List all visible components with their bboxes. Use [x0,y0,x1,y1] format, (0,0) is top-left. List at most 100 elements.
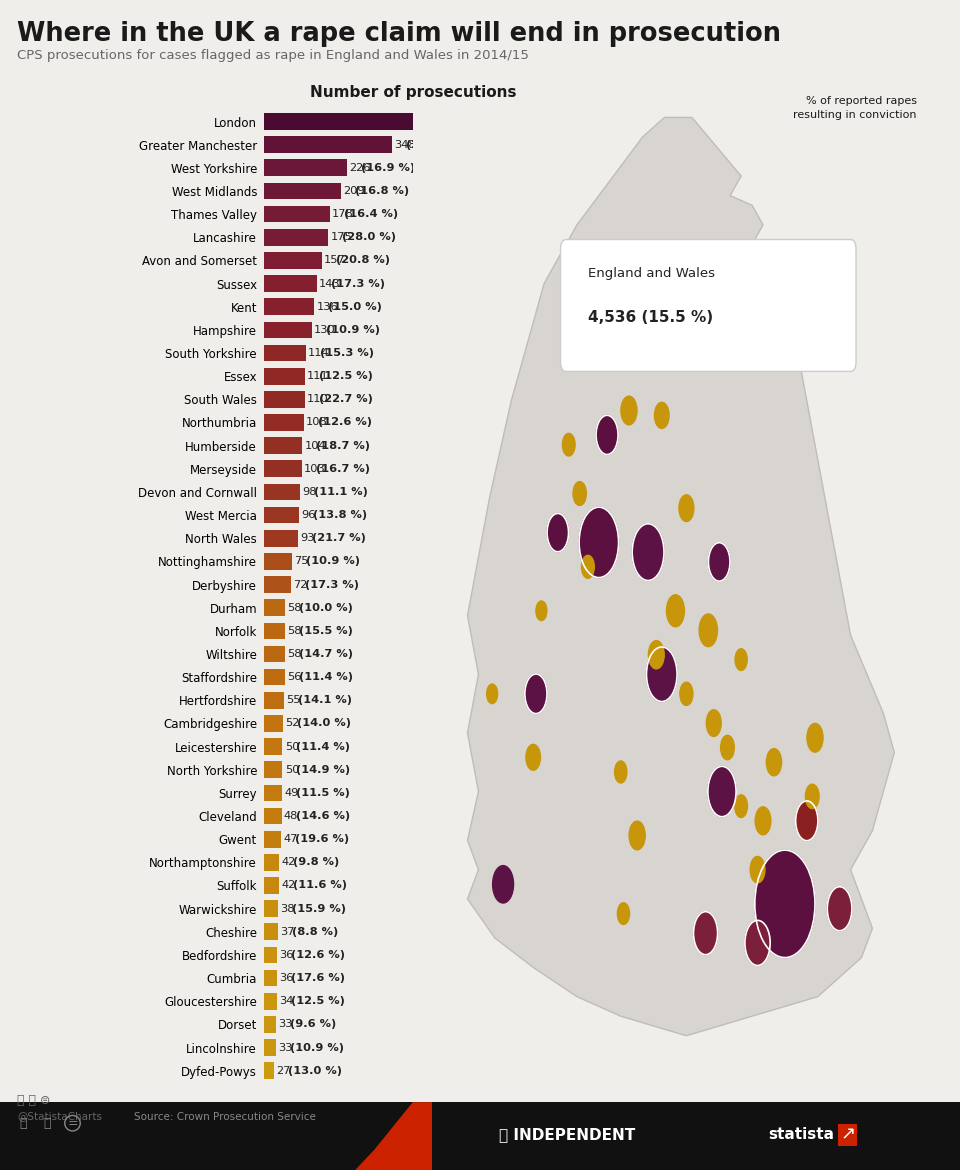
Circle shape [614,760,627,783]
Text: Ⓒ: Ⓒ [19,1116,27,1130]
Text: (13.8 %): (13.8 %) [313,510,368,521]
Circle shape [655,402,669,428]
Bar [264,599,285,617]
Circle shape [807,723,823,752]
Text: (8.8 %): (8.8 %) [292,927,338,937]
Text: (14.6 %): (14.6 %) [296,811,349,821]
Text: 42: 42 [281,858,296,867]
Text: (21.7 %): (21.7 %) [312,534,366,543]
Circle shape [679,495,694,522]
Text: 175: 175 [330,233,352,242]
Text: 50: 50 [284,742,300,751]
Text: 810: 810 [564,117,587,126]
Text: 48: 48 [284,811,299,821]
Text: 36: 36 [279,973,294,983]
Text: (12.6 %): (12.6 %) [291,950,346,959]
Text: 27: 27 [276,1066,291,1075]
Bar [264,530,299,546]
Circle shape [745,921,770,965]
Bar [264,854,279,870]
Text: 47: 47 [283,834,298,845]
Bar [264,947,277,963]
Text: statista: statista [768,1127,834,1142]
Bar [264,1016,276,1033]
Circle shape [563,433,575,456]
Circle shape [756,807,771,835]
Text: (17.3 %): (17.3 %) [304,579,358,590]
Text: (14.9 %): (14.9 %) [297,765,350,775]
Text: (9.6 %): (9.6 %) [290,1019,336,1030]
Bar [264,414,303,431]
Text: 42: 42 [281,881,296,890]
Bar [264,206,329,222]
Text: 130: 130 [314,325,336,335]
Text: Source: Crown Prosecution Service: Source: Crown Prosecution Service [134,1112,316,1122]
Text: 🦅 INDEPENDENT: 🦅 INDEPENDENT [499,1127,636,1142]
Bar [264,507,300,523]
Circle shape [708,543,730,581]
Text: (16.4 %): (16.4 %) [344,209,397,219]
Text: 98: 98 [302,487,317,497]
Text: 33: 33 [278,1019,293,1030]
Bar [264,438,302,454]
Text: (22.7 %): (22.7 %) [319,394,372,405]
Text: 157: 157 [324,255,346,266]
Text: (19.6 %): (19.6 %) [296,834,349,845]
Text: 37: 37 [280,927,295,937]
Text: 56: 56 [287,672,301,682]
Text: Where in the UK a rape claim will end in prosecution: Where in the UK a rape claim will end in… [17,21,781,47]
Text: (15.5 %): (15.5 %) [300,626,353,635]
Circle shape [547,514,568,552]
Text: (9.8 %): (9.8 %) [294,858,340,867]
Text: (20.8 %): (20.8 %) [336,255,390,266]
Polygon shape [355,1102,432,1170]
Text: (11.4 %): (11.4 %) [297,742,350,751]
Circle shape [526,744,540,770]
Text: (18.7 %): (18.7 %) [316,441,371,450]
Bar [264,113,563,130]
Bar [264,923,277,941]
Text: 33: 33 [278,1042,293,1053]
Text: (12.5 %): (12.5 %) [319,371,372,381]
Text: 111: 111 [307,371,329,381]
Text: (10.0 %): (10.0 %) [300,603,353,613]
Circle shape [755,851,815,957]
Circle shape [735,649,747,670]
Circle shape [734,794,748,818]
Text: England and Wales: England and Wales [588,267,715,281]
Bar [264,1039,276,1055]
Circle shape [721,735,734,759]
Text: 34: 34 [278,996,293,1006]
Bar [264,322,312,338]
Text: =: = [67,1116,78,1130]
Circle shape [680,682,693,706]
Bar [264,391,304,407]
Text: 104: 104 [304,441,326,450]
Circle shape [646,647,677,702]
Bar [264,669,284,686]
Text: (13.0 %): (13.0 %) [288,1066,342,1075]
Text: 36: 36 [279,950,294,959]
Text: Number of prosecutions: Number of prosecutions [310,84,516,99]
Circle shape [750,856,765,883]
Text: Ⓒ Ⓘ ⊜: Ⓒ Ⓘ ⊜ [17,1094,51,1107]
Text: (16.0 %): (16.0 %) [576,117,631,126]
Circle shape [617,903,630,924]
Bar [264,831,281,847]
Text: (10.9 %): (10.9 %) [325,325,380,335]
Text: (11.5 %): (11.5 %) [296,787,350,798]
Circle shape [525,674,547,714]
Text: (14.1 %): (14.1 %) [299,695,352,706]
Bar [264,137,393,153]
Bar [264,646,285,662]
Text: 136: 136 [316,302,338,311]
Text: Ⓘ: Ⓘ [43,1116,51,1130]
Text: 348: 348 [395,139,416,150]
Circle shape [492,866,514,903]
Bar [264,970,277,986]
Bar [264,183,341,199]
Text: (17.3 %): (17.3 %) [330,278,385,289]
Text: (20.1 %): (20.1 %) [406,139,460,150]
Text: @StatistaCharts: @StatistaCharts [17,1112,103,1122]
FancyBboxPatch shape [561,240,856,371]
